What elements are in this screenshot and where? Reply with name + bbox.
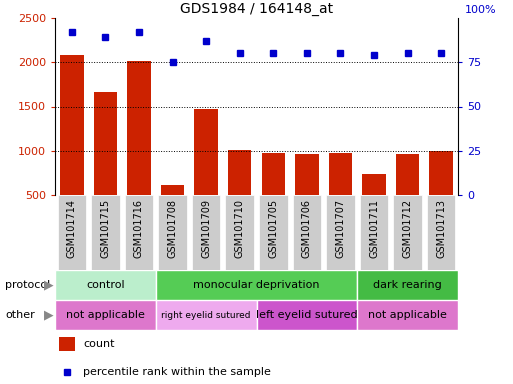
Bar xyxy=(91,195,120,270)
Bar xyxy=(93,92,117,239)
Bar xyxy=(192,195,221,270)
Bar xyxy=(393,195,422,270)
Text: not applicable: not applicable xyxy=(66,310,145,320)
Bar xyxy=(427,195,456,270)
Bar xyxy=(57,195,86,270)
Bar xyxy=(429,151,453,239)
Text: control: control xyxy=(86,280,125,290)
Text: ▶: ▶ xyxy=(44,308,53,321)
Bar xyxy=(256,300,357,330)
Text: GSM101712: GSM101712 xyxy=(403,199,412,258)
Bar xyxy=(228,150,251,239)
Text: ▶: ▶ xyxy=(44,278,53,291)
Text: not applicable: not applicable xyxy=(368,310,447,320)
Bar xyxy=(156,300,256,330)
Bar xyxy=(357,300,458,330)
Bar xyxy=(262,153,285,239)
Text: GSM101716: GSM101716 xyxy=(134,199,144,258)
Bar xyxy=(225,195,254,270)
Bar xyxy=(295,154,319,239)
Text: protocol: protocol xyxy=(5,280,50,290)
Bar xyxy=(125,195,153,270)
Title: GDS1984 / 164148_at: GDS1984 / 164148_at xyxy=(180,2,333,16)
Bar xyxy=(396,154,420,239)
Text: GSM101709: GSM101709 xyxy=(201,199,211,258)
Text: GSM101713: GSM101713 xyxy=(436,199,446,258)
Bar xyxy=(362,174,386,239)
Bar xyxy=(194,109,218,239)
Text: GSM101711: GSM101711 xyxy=(369,199,379,258)
Bar xyxy=(55,300,156,330)
Text: GSM101707: GSM101707 xyxy=(336,199,345,258)
Text: GSM101708: GSM101708 xyxy=(168,199,177,258)
Text: dark rearing: dark rearing xyxy=(373,280,442,290)
Bar xyxy=(60,55,84,239)
Text: GSM101706: GSM101706 xyxy=(302,199,312,258)
Bar xyxy=(259,195,288,270)
Text: other: other xyxy=(5,310,35,320)
Bar xyxy=(357,270,458,300)
Text: GSM101710: GSM101710 xyxy=(235,199,245,258)
Text: count: count xyxy=(83,339,115,349)
Text: GSM101705: GSM101705 xyxy=(268,199,278,258)
Text: 100%: 100% xyxy=(465,5,497,15)
Text: GSM101715: GSM101715 xyxy=(101,199,110,258)
Bar xyxy=(292,195,321,270)
Bar xyxy=(127,61,151,239)
Bar xyxy=(326,195,354,270)
Bar xyxy=(161,185,184,239)
Text: GSM101714: GSM101714 xyxy=(67,199,77,258)
Text: monocular deprivation: monocular deprivation xyxy=(193,280,320,290)
Bar xyxy=(156,270,357,300)
Bar xyxy=(159,195,187,270)
Bar xyxy=(329,153,352,239)
Bar xyxy=(360,195,388,270)
Text: right eyelid sutured: right eyelid sutured xyxy=(162,311,251,319)
Bar xyxy=(55,270,156,300)
Bar xyxy=(59,337,75,351)
Text: percentile rank within the sample: percentile rank within the sample xyxy=(83,367,271,377)
Text: left eyelid sutured: left eyelid sutured xyxy=(256,310,358,320)
